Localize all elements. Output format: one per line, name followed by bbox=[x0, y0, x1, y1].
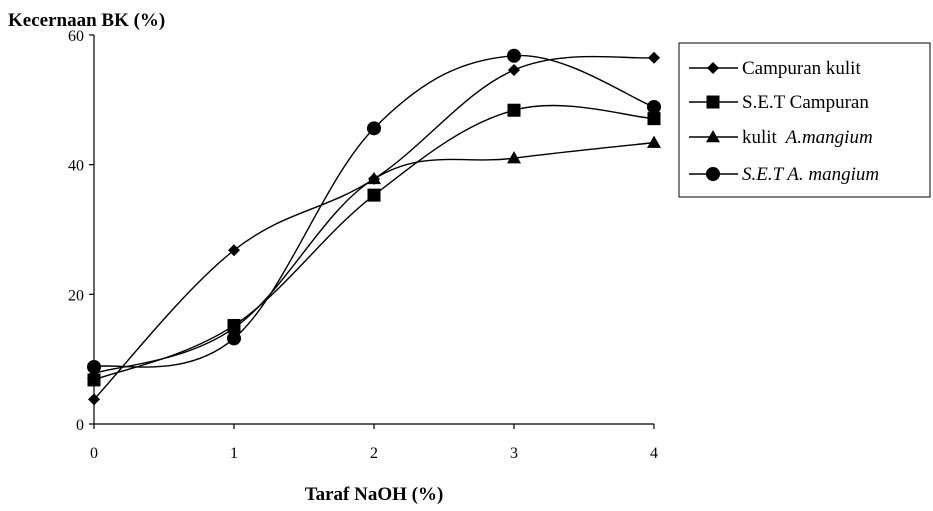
series-line bbox=[93, 104, 655, 381]
data-point-triangle bbox=[227, 321, 241, 334]
legend-item: S.E.T A. mangium bbox=[689, 164, 879, 185]
series-1 bbox=[88, 51, 660, 406]
legend-label: Campuran kulit bbox=[742, 58, 861, 79]
legend-label-plain: kulit bbox=[742, 127, 782, 148]
y-tick-label: 0 bbox=[76, 417, 84, 434]
series-2 bbox=[87, 103, 661, 387]
x-ticks: 0 1 2 3 4 bbox=[90, 424, 658, 462]
data-point-circle bbox=[227, 331, 241, 346]
y-tick-label: 40 bbox=[68, 158, 84, 175]
series-line bbox=[93, 55, 655, 400]
y-ticks: 0 20 40 60 bbox=[68, 28, 94, 434]
legend-marker-square bbox=[706, 95, 720, 109]
legend-marker-triangle bbox=[706, 130, 720, 143]
x-axis-title: Taraf NaOH (%) bbox=[305, 484, 444, 505]
data-point-circle bbox=[367, 121, 381, 136]
legend-item: kulit A.mangium bbox=[689, 127, 873, 148]
data-point-circle bbox=[507, 48, 521, 63]
series-line bbox=[93, 55, 655, 368]
series-4 bbox=[87, 48, 661, 374]
legend-marker-diamond bbox=[707, 62, 719, 74]
legend: Campuran kulit S.E.T Campuran kulit A.mang… bbox=[678, 42, 931, 198]
x-tick-label: 4 bbox=[650, 445, 658, 462]
y-axis-title: Kecernaan BK (%) bbox=[8, 10, 165, 31]
x-tick-label: 3 bbox=[510, 445, 518, 462]
legend-label: kulit A.mangium bbox=[742, 127, 873, 148]
legend-label: S.E.T Campuran bbox=[742, 92, 869, 113]
data-point-diamond bbox=[228, 244, 240, 257]
data-point-circle bbox=[647, 99, 661, 114]
data-point-square bbox=[647, 112, 661, 126]
data-point-diamond bbox=[648, 51, 660, 64]
data-point-square bbox=[507, 103, 521, 117]
legend-label: S.E.T A. mangium bbox=[742, 164, 879, 185]
y-tick-label: 20 bbox=[68, 287, 84, 304]
series-3 bbox=[87, 135, 661, 379]
x-tick-label: 0 bbox=[90, 445, 98, 462]
data-point-diamond bbox=[508, 64, 520, 77]
legend-marker-circle bbox=[706, 167, 720, 181]
legend-item: Campuran kulit bbox=[689, 58, 861, 79]
legend-items: Campuran kulit S.E.T Campuran kulit A.mang… bbox=[689, 58, 879, 185]
legend-label-italic: A.mangium bbox=[784, 127, 873, 148]
data-point-diamond bbox=[88, 393, 100, 406]
legend-item: S.E.T Campuran bbox=[689, 92, 869, 113]
data-point-circle bbox=[87, 359, 101, 374]
data-point-triangle bbox=[647, 135, 661, 148]
y-tick-label: 60 bbox=[68, 28, 84, 45]
x-tick-label: 2 bbox=[370, 445, 378, 462]
x-tick-label: 1 bbox=[230, 445, 238, 462]
series-layer bbox=[87, 48, 661, 406]
data-point-square bbox=[367, 188, 381, 202]
data-point-triangle bbox=[507, 151, 521, 164]
data-point-triangle bbox=[367, 171, 381, 185]
